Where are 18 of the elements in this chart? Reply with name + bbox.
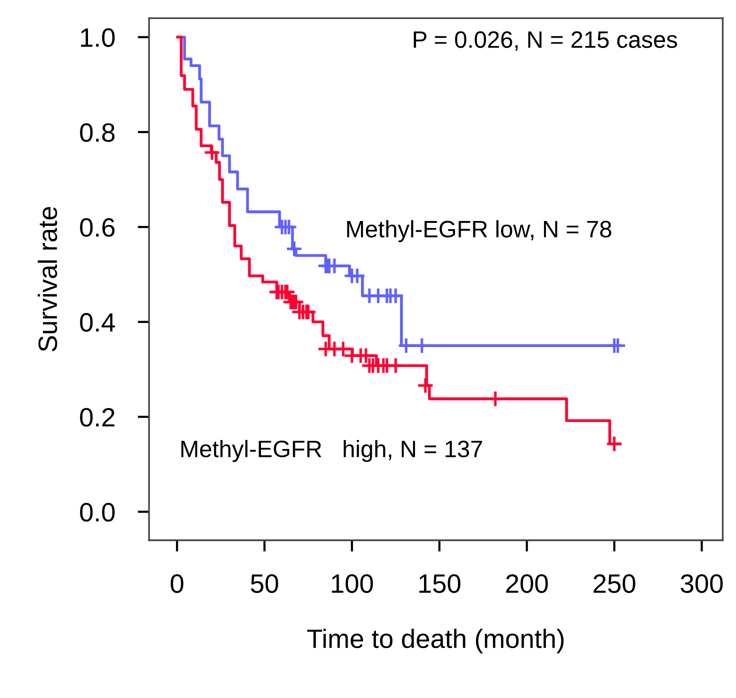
x-tick-label: 250 [594,574,636,593]
y-tick-label: 0.4 [80,313,115,332]
y-tick-label: 0.8 [80,123,115,142]
annotation: P = 0.026, N = 215 cases [414,31,678,51]
y-axis-title: Survival rate [38,207,58,352]
x-tick-label: 100 [332,574,373,593]
y-tick-label: 0.2 [80,408,114,427]
x-tick-label: 50 [250,574,278,593]
y-tick-label: 1.0 [81,28,115,47]
annotation: Methyl-EGFR high, N = 137 [181,440,482,462]
y-tick-label: 0.6 [80,218,115,237]
x-tick-label: 300 [680,574,723,593]
x-tick-label: 0 [170,574,184,593]
x-tick-label: 150 [419,574,460,593]
annotation: Methyl-EGFR low, N = 78 [347,220,612,242]
y-tick-label: 0.0 [80,502,115,522]
x-tick-label: 200 [506,574,548,593]
x-axis-title: Time to death (month) [307,628,564,654]
